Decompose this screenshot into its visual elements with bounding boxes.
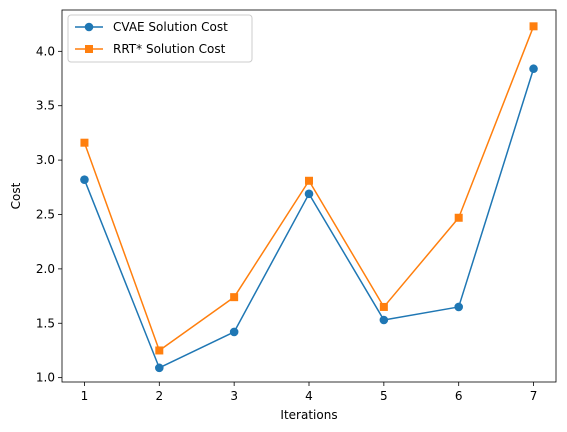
data-point-circle (379, 315, 389, 325)
x-tick-label: 1 (81, 389, 89, 403)
legend-marker-square (85, 45, 93, 53)
data-point-circle (80, 175, 89, 184)
data-point-circle (304, 189, 314, 199)
x-tick-label: 4 (305, 389, 313, 403)
data-point-circle (454, 302, 463, 312)
y-tick-label: 4.0 (36, 44, 55, 58)
data-point-square (305, 176, 313, 185)
y-tick-label: 2.0 (36, 262, 55, 276)
data-point-square (230, 293, 239, 302)
data-point-square (80, 138, 89, 147)
x-tick-label: 7 (530, 389, 538, 403)
data-point-square (155, 346, 164, 355)
x-tick-label: 3 (230, 389, 238, 403)
x-axis-ticks: 1 2 3 4 5 6 7 (81, 382, 538, 403)
y-axis-ticks: 1.0 1.5 2.0 2.5 3.0 3.5 4.0 (36, 44, 62, 385)
legend: CVAE Solution Cost RRT* Solution Cost (67, 14, 253, 63)
legend-label: CVAE Solution Cost (113, 20, 228, 34)
data-point-circle (155, 363, 164, 373)
data-point-square (379, 302, 388, 311)
data-point-square (529, 22, 538, 31)
data-point-circle (529, 64, 538, 74)
legend-box (67, 14, 253, 63)
y-tick-label: 1.5 (36, 316, 55, 330)
x-tick-label: 2 (155, 389, 163, 403)
data-point-circle (229, 327, 239, 337)
x-tick-label: 5 (380, 389, 388, 403)
y-axis-label: Cost (9, 182, 23, 209)
x-axis-label: Iterations (280, 408, 337, 422)
y-tick-label: 1.0 (36, 371, 55, 385)
series-layer (80, 22, 538, 373)
data-point-square (454, 213, 463, 222)
legend-label: RRT* Solution Cost (113, 42, 226, 56)
y-tick-label: 2.5 (36, 207, 55, 221)
y-tick-label: 3.5 (36, 99, 55, 113)
legend-marker-circle (84, 22, 94, 32)
y-tick-label: 3.0 (36, 153, 55, 167)
x-tick-label: 6 (455, 389, 463, 403)
